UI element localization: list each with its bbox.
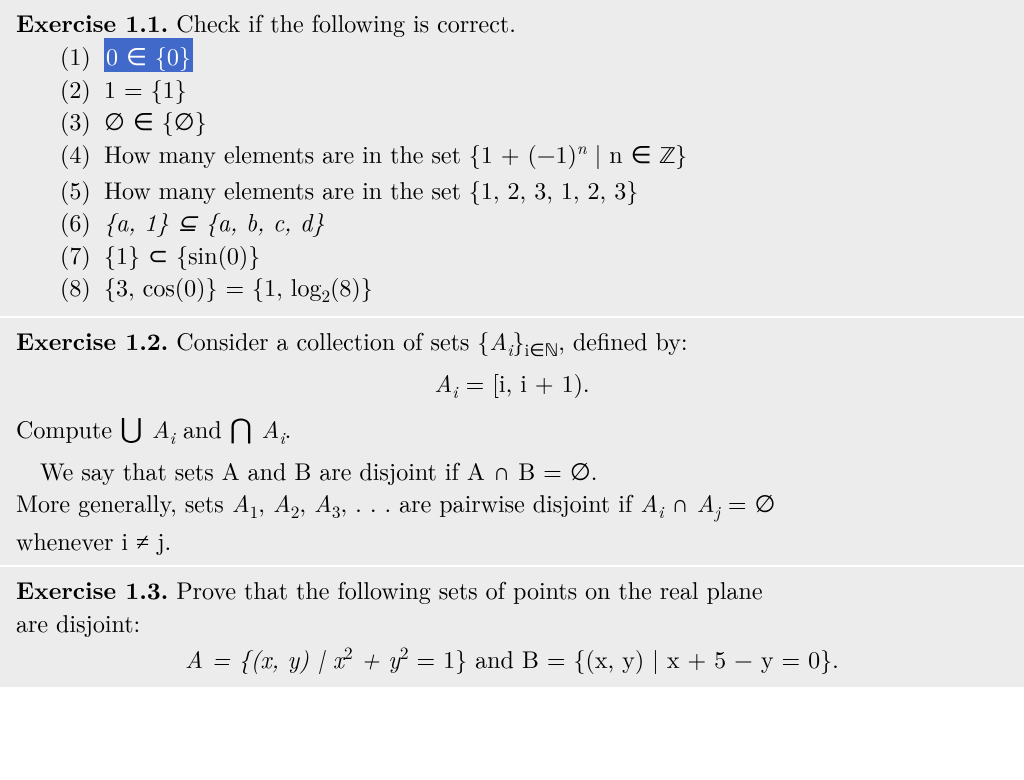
item-content: 1 = {1} xyxy=(104,72,187,104)
item-content: {a, 1} ⊆ {a, b, c, d} xyxy=(104,205,324,237)
exercise-label: Exercise 1.2. xyxy=(16,324,168,358)
exercise-1-2-heading: Exercise 1.2. Consider a collection of s… xyxy=(16,324,1008,362)
highlighted-text: 0 ∈ {0} xyxy=(104,38,193,72)
item-number: (5) xyxy=(60,173,104,205)
formula-center: Ai = [i, i + 1). xyxy=(16,362,1008,408)
list-item: (7) {1} ⊂ {sin(0)} xyxy=(60,238,1008,270)
exercise-1-1-heading: Exercise 1.1. Check if the following is … xyxy=(16,6,1008,39)
disjoint-definition: We say that sets A and B are disjoint if… xyxy=(16,450,1008,486)
item-number: (6) xyxy=(60,205,104,237)
item-content: How many elements are in the set {1, 2, … xyxy=(104,173,638,205)
exercise-1-1-block: Exercise 1.1. Check if the following is … xyxy=(0,0,1024,318)
list-item: (6) {a, 1} ⊆ {a, b, c, d} xyxy=(60,205,1008,237)
list-item: (3) ∅ ∈ {∅} xyxy=(60,104,1008,136)
item-content: {1} ⊂ {sin(0)} xyxy=(104,238,260,270)
item-number: (4) xyxy=(60,137,104,173)
item-number: (3) xyxy=(60,104,104,136)
exercise-label: Exercise 1.3. xyxy=(16,573,168,607)
list-item: (2) 1 = {1} xyxy=(60,72,1008,104)
item-content: {3, cos(0)} = {1, log2(8)} xyxy=(104,270,373,308)
exercise-label: Exercise 1.1. xyxy=(16,6,168,40)
list-item: (1) 0 ∈ {0} xyxy=(60,39,1008,71)
exercise-text: Check if the following is correct. xyxy=(168,5,516,39)
exercise-1-3-block: Exercise 1.3. Prove that the following s… xyxy=(0,567,1024,689)
item-number: (2) xyxy=(60,72,104,104)
exercise-1-2-block: Exercise 1.2. Consider a collection of s… xyxy=(0,318,1024,566)
item-number: (1) xyxy=(60,39,104,71)
compute-line: Compute ⋃ Ai and ⋂ Ai. xyxy=(16,409,1008,450)
list-item: (5) How many elements are in the set {1,… xyxy=(60,173,1008,205)
exercise-1-1-list: (1) 0 ∈ {0} (2) 1 = {1} (3) ∅ ∈ {∅} (4) … xyxy=(16,39,1008,308)
pairwise-line-2: whenever i ≠ j. xyxy=(16,524,1008,556)
item-content: ∅ ∈ {∅} xyxy=(104,104,207,136)
exercise-1-3-heading: Exercise 1.3. Prove that the following s… xyxy=(16,573,1008,606)
item-content: How many elements are in the set {1 + (−… xyxy=(104,137,687,173)
item-number: (7) xyxy=(60,238,104,270)
list-item: (8) {3, cos(0)} = {1, log2(8)} xyxy=(60,270,1008,308)
list-item: (4) How many elements are in the set {1 … xyxy=(60,137,1008,173)
item-content: 0 ∈ {0} xyxy=(104,39,193,71)
exercise-1-3-heading-line2: are disjoint: xyxy=(16,606,1008,638)
pairwise-line: More generally, sets A1, A2, A3, . . . a… xyxy=(16,486,1008,524)
item-number: (8) xyxy=(60,270,104,308)
formula-center: A = {(x, y) | x2 + y2 = 1} and B = {(x, … xyxy=(16,638,1008,678)
